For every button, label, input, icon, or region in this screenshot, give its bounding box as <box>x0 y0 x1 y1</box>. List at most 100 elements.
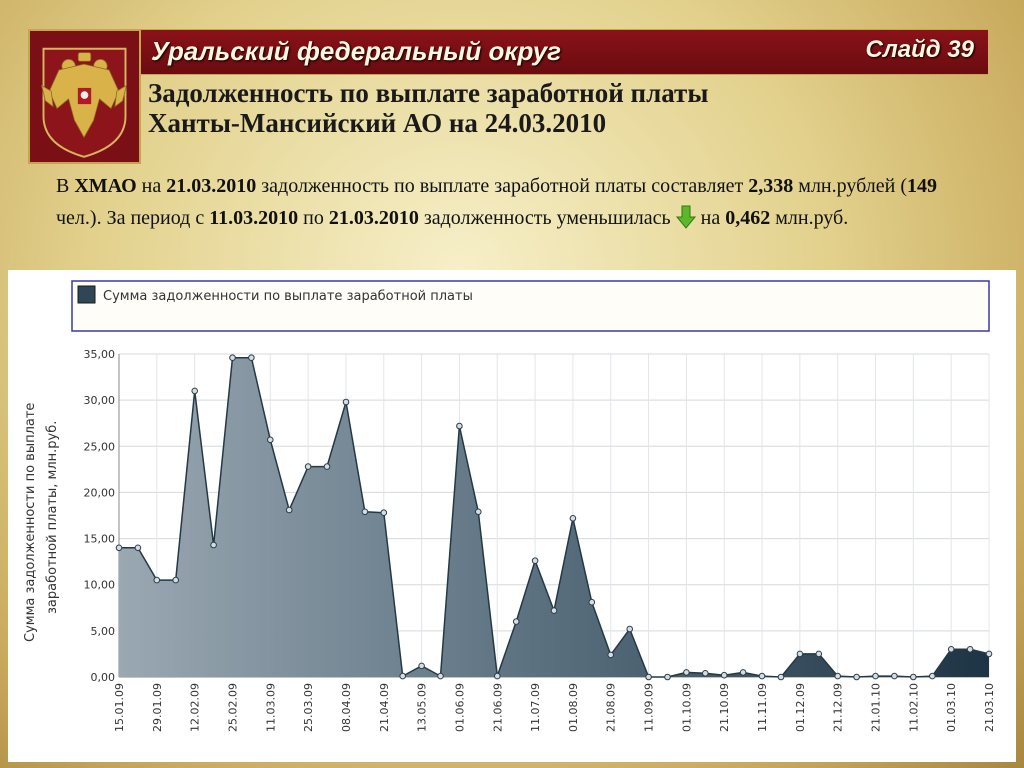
x-tick-label: 11.02.10 <box>907 683 920 732</box>
summary-region: ХМАО <box>74 175 137 197</box>
data-point <box>418 662 425 670</box>
data-point <box>115 544 123 552</box>
summary-text-part: В <box>56 175 75 197</box>
data-point <box>929 672 936 680</box>
y-tick-label: 0,00 <box>91 671 116 684</box>
data-point <box>966 646 974 653</box>
x-tick-label: 25.03.09 <box>302 683 315 732</box>
x-tick-label: 21.04.09 <box>378 683 391 732</box>
data-point <box>910 673 917 681</box>
data-point <box>342 398 350 406</box>
data-point <box>758 672 766 680</box>
y-axis-ticks: 0,00 5,00 10,00 15,00 20,00 25,00 30,00 35,00 <box>84 348 116 684</box>
area-chart: Сумма задолженности по выплате заработно… <box>23 280 996 732</box>
data-point <box>683 669 690 676</box>
x-axis-ticks: 15.01.09 29.01.09 12.02.09 25.02.09 11.03.09… <box>113 683 996 732</box>
x-tick-label: 01.08.09 <box>567 683 580 732</box>
x-tick-label: 11.11.09 <box>756 683 769 732</box>
x-tick-label: 11.09.09 <box>643 683 656 732</box>
data-point <box>494 672 501 680</box>
summary-people: 149 <box>907 175 937 197</box>
x-tick-label: 12.02.09 <box>189 683 202 732</box>
x-tick-label: 21.12.09 <box>832 683 845 732</box>
slide-title: Задолженность по выплате заработной плат… <box>148 78 988 138</box>
data-point <box>796 650 804 658</box>
data-point <box>323 463 331 470</box>
data-point <box>872 672 879 680</box>
summary-text-part: задолженность уменьшилась <box>418 207 676 229</box>
data-point <box>588 598 596 606</box>
summary-text-part: млн.рублей ( <box>793 175 907 197</box>
y-tick-label: 15,00 <box>84 533 116 546</box>
data-point <box>267 436 274 444</box>
y-tick-label: 10,00 <box>84 579 116 592</box>
y-axis-label-line2: заработной платы, млн.руб. <box>45 421 60 614</box>
x-tick-label: 21.06.09 <box>491 683 504 732</box>
data-point <box>834 672 842 680</box>
series-area-fill <box>119 357 989 677</box>
x-tick-label: 01.06.09 <box>453 683 466 732</box>
data-point <box>702 670 709 677</box>
summary-text-part: на <box>136 175 167 197</box>
legend-box: Сумма задолженности по выплате заработно… <box>71 280 990 332</box>
green-down-arrow-icon <box>675 205 696 229</box>
coat-of-arms-emblem <box>28 29 141 164</box>
summary-text-part: по <box>298 207 329 229</box>
y-tick-label: 5,00 <box>91 625 116 638</box>
header-title: Уральский федеральный округ <box>151 36 562 66</box>
summary-text-part: на <box>695 207 726 229</box>
chart-panel: Сумма задолженности по выплате заработно… <box>8 270 1016 762</box>
x-tick-label: 11.07.09 <box>529 683 542 732</box>
data-point <box>739 669 747 676</box>
data-point <box>853 673 860 681</box>
data-point <box>248 354 255 361</box>
x-tick-label: 21.01.10 <box>870 683 883 732</box>
x-tick-label: 13.05.09 <box>416 683 429 732</box>
data-point <box>304 463 312 470</box>
summary-date-from: 11.03.2010 <box>209 207 299 229</box>
data-point <box>153 576 161 584</box>
slide-title-line1: Задолженность по выплате заработной плат… <box>148 78 709 108</box>
data-point <box>285 506 293 514</box>
data-point <box>134 544 142 552</box>
y-axis-label-line1: Сумма задолженности по выплате <box>23 403 38 642</box>
x-tick-label: 29.01.09 <box>151 683 164 732</box>
x-tick-label: 08.04.09 <box>340 683 353 732</box>
y-tick-label: 35,00 <box>84 348 116 361</box>
x-tick-label: 01.10.09 <box>680 683 693 732</box>
x-tick-label: 01.03.10 <box>945 683 958 732</box>
summary-date-to: 21.03.2010 <box>328 207 419 229</box>
data-point <box>891 672 898 680</box>
data-point <box>191 387 198 395</box>
legend-label: Сумма задолженности по выплате заработно… <box>103 289 473 304</box>
data-point <box>947 646 955 653</box>
x-tick-label: 11.03.09 <box>264 683 277 732</box>
y-tick-label: 25,00 <box>84 440 116 453</box>
data-point <box>531 557 539 565</box>
data-point <box>475 508 482 516</box>
summary-text-part: млн.руб. <box>770 207 849 229</box>
data-point <box>569 515 577 522</box>
data-point <box>380 509 388 516</box>
summary-date: 21.03.2010 <box>166 175 257 197</box>
y-tick-label: 30,00 <box>84 394 116 407</box>
summary-amount: 2,338 <box>748 175 794 197</box>
summary-change: 0,462 <box>725 207 771 229</box>
series-points <box>115 354 993 681</box>
slide-title-line2: Ханты-Мансийский АО на 24.03.2010 <box>148 108 607 138</box>
data-point <box>210 541 217 549</box>
x-tick-label: 21.10.09 <box>718 683 731 732</box>
header-bar: Уральский федеральный округ Слайд 39 <box>141 29 988 75</box>
data-point <box>645 673 652 681</box>
data-point <box>399 672 407 680</box>
data-point <box>172 576 179 584</box>
data-point <box>626 625 634 633</box>
data-point <box>985 650 993 658</box>
data-point <box>361 508 369 516</box>
x-tick-label: 21.03.10 <box>983 683 996 732</box>
series-area <box>119 356 990 678</box>
slide-number: Слайд 39 <box>865 36 974 63</box>
data-point <box>229 354 236 361</box>
data-point <box>456 422 463 430</box>
x-tick-label: 15.01.09 <box>113 683 126 732</box>
